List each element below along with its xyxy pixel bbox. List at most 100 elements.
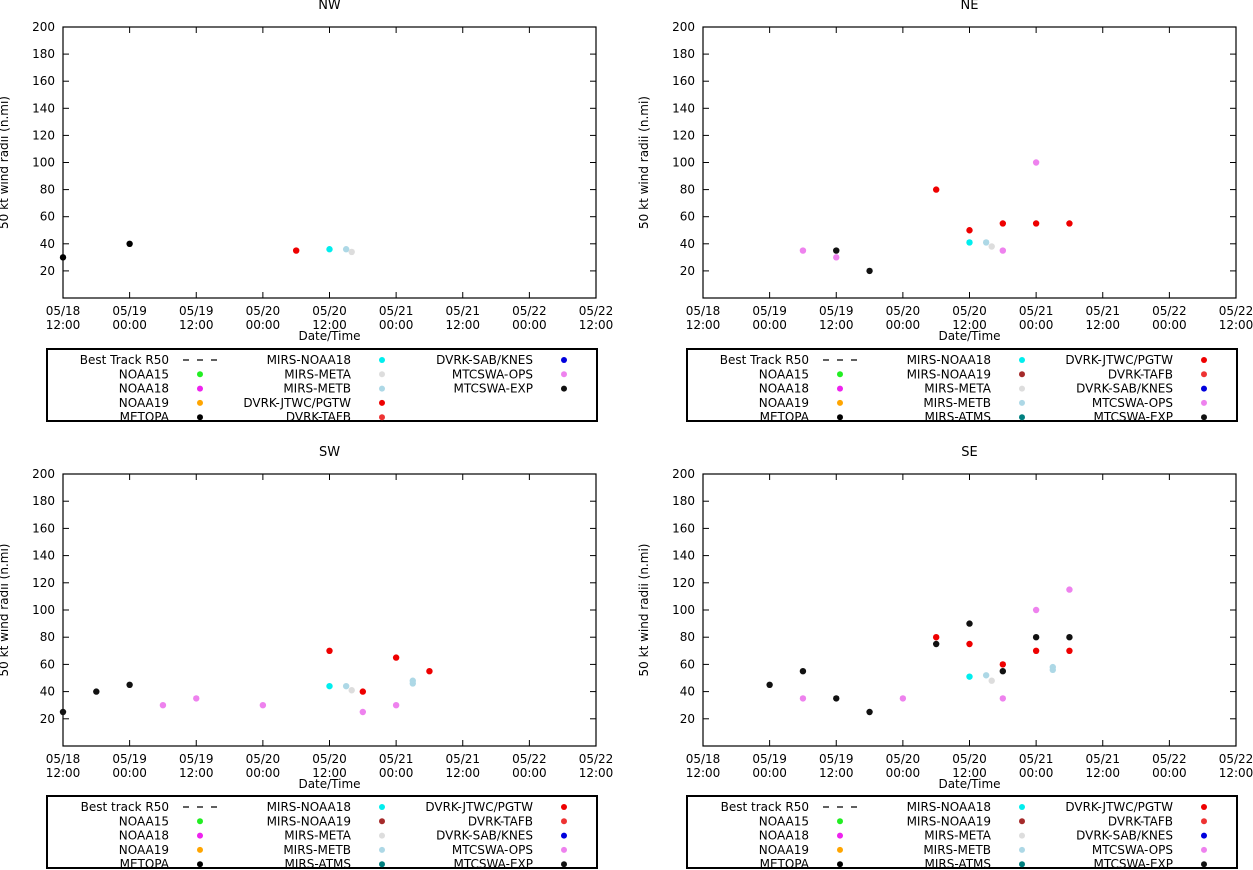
y-tick-label: 20 [40, 264, 55, 278]
x-tick-label-time: 00:00 [886, 318, 921, 332]
y-axis-label: 50 kt wind radii (n.mi) [637, 544, 651, 677]
x-tick-label-time: 12:00 [46, 318, 81, 332]
data-point [342, 682, 350, 690]
legend-dot-swatch [1201, 861, 1207, 868]
legend-dot-swatch [1019, 385, 1025, 392]
y-axis-label: 50 kt wind radii (n.mi) [637, 96, 651, 229]
data-point [766, 681, 773, 688]
legend-dot-swatch [837, 818, 843, 825]
x-tick-label-time: 12:00 [1085, 766, 1120, 780]
legend-dot-swatch [1019, 818, 1025, 825]
y-tick-label: 180 [32, 494, 55, 508]
y-tick-label: 20 [40, 712, 55, 726]
x-tick-label-time: 12:00 [819, 766, 854, 780]
data-point [1066, 647, 1073, 654]
data-point [988, 677, 995, 684]
x-tick-label-date: 05/21 [1085, 752, 1120, 766]
legend-label: DVRK-TAFB [1108, 814, 1173, 828]
data-point [326, 647, 333, 654]
data-point [866, 267, 873, 275]
data-point [59, 708, 67, 716]
legend-dot-swatch [379, 357, 385, 363]
legend-label: Best track R50 [81, 800, 169, 814]
x-tick-label-time: 00:00 [246, 318, 281, 332]
legend-dot-swatch [561, 861, 567, 868]
x-tick-label-time: 00:00 [1152, 318, 1187, 332]
legend-box [686, 348, 1238, 422]
legend-label: NOAA18 [119, 382, 169, 396]
data-point [799, 695, 807, 702]
x-tick-label-date: 05/20 [952, 752, 987, 766]
y-tick-label: 160 [32, 74, 55, 88]
legend-label: METOPA [760, 857, 810, 870]
chart-title: SE [961, 445, 977, 460]
x-tick-label-date: 05/20 [886, 304, 921, 318]
legend-label: DVRK-SAB/KNES [436, 829, 533, 843]
x-tick-label-date: 05/21 [1019, 304, 1054, 318]
legend-label: DVRK-JTWC/PGTW [425, 800, 533, 814]
x-tick-label-time: 00:00 [512, 318, 547, 332]
legend-label: NOAA19 [759, 396, 809, 410]
legend-label: Best track R50 [721, 800, 809, 814]
x-tick-label-date: 05/20 [886, 752, 921, 766]
x-tick-label-date: 05/21 [1085, 304, 1120, 318]
data-point [59, 254, 67, 261]
y-tick-label: 140 [32, 549, 55, 563]
legend-dot-swatch [1019, 846, 1025, 853]
x-tick-label-time: 12:00 [179, 766, 214, 780]
legend-label: DVRK-JTWC/PGTW [243, 396, 351, 410]
plot-frame [702, 473, 1237, 747]
x-tick-label-date: 05/19 [819, 752, 854, 766]
data-point [966, 620, 973, 627]
y-tick-label: 40 [680, 685, 695, 699]
legend-label: METOPA [120, 857, 170, 870]
legend-dot-swatch [1019, 861, 1025, 868]
legend-label: MTCSWA-EXP [1094, 857, 1174, 870]
legend-dot-swatch [561, 357, 567, 363]
data-point [932, 186, 940, 193]
x-tick-label-time: 12:00 [819, 318, 854, 332]
x-tick-label-date: 05/21 [445, 304, 480, 318]
data-point [799, 247, 807, 254]
data-point [999, 661, 1007, 668]
legend-dot-swatch [379, 804, 385, 810]
plot-frame [62, 26, 597, 299]
data-point [1032, 606, 1040, 614]
legend-label: MIRS-META [284, 829, 352, 843]
x-tick-label-time: 12:00 [445, 318, 480, 332]
y-tick-label: 160 [32, 521, 55, 535]
legend-label: MTCSWA-EXP [1094, 410, 1174, 424]
plot-frame [702, 26, 1237, 299]
x-tick-label-date: 05/22 [579, 304, 614, 318]
legend-label: MIRS-NOAA19 [267, 814, 351, 828]
legend-dot-swatch [379, 399, 385, 406]
legend-dot-swatch [1019, 371, 1025, 378]
legend-label: DVRK-TAFB [1108, 367, 1173, 381]
data-point [966, 673, 973, 680]
data-point [1032, 159, 1040, 166]
legend-label: NOAA19 [759, 843, 809, 857]
legend-label: MIRS-NOAA18 [907, 353, 991, 367]
legend-label: MTCSWA-OPS [452, 367, 533, 381]
legend-dot-swatch [1201, 804, 1207, 810]
data-point [126, 240, 133, 247]
legend-dot-swatch [379, 818, 385, 825]
data-point [833, 254, 840, 261]
x-axis-label: Date/Time [298, 329, 360, 343]
y-tick-label: 60 [40, 657, 55, 671]
legend-label: MIRS-META [924, 829, 992, 843]
legend-box [46, 795, 598, 869]
x-tick-label-date: 05/22 [1152, 304, 1187, 318]
y-tick-label: 180 [672, 494, 695, 508]
x-tick-label-time: 00:00 [379, 766, 414, 780]
data-point [1066, 634, 1073, 641]
x-tick-label-date: 05/19 [819, 304, 854, 318]
legend-dot-swatch [561, 846, 567, 853]
legend-label: MIRS-ATMS [925, 857, 992, 870]
y-tick-label: 200 [672, 467, 695, 481]
legend-label: NOAA18 [759, 829, 809, 843]
data-point [966, 640, 973, 648]
y-tick-label: 100 [32, 603, 55, 617]
x-tick-label-time: 00:00 [246, 766, 281, 780]
x-tick-label-date: 05/21 [379, 304, 414, 318]
